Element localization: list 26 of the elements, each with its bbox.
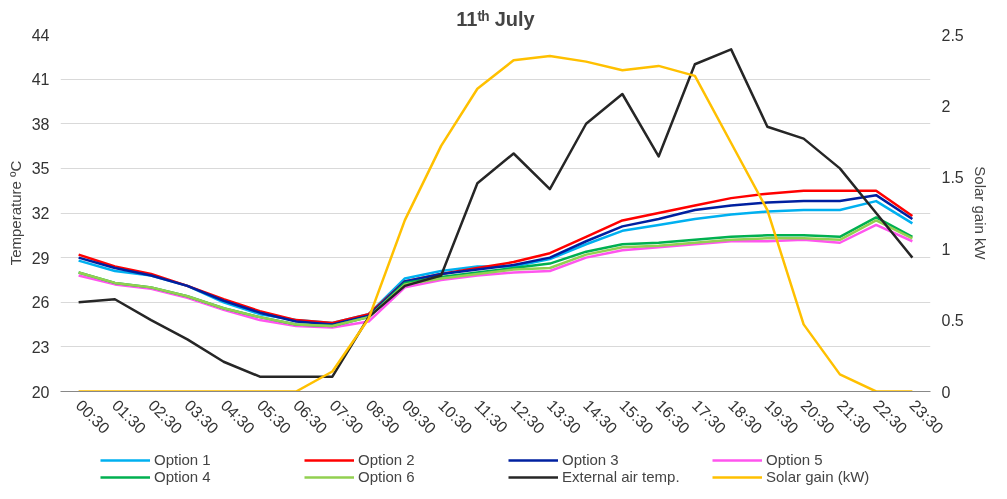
y-tick-label: 44 [31, 26, 50, 44]
y-tick-label: 23 [31, 338, 50, 356]
legend-label: Option 1 [154, 451, 212, 468]
y2-tick-label: 2.5 [941, 26, 964, 44]
y-tick-label: 35 [31, 160, 50, 178]
y-tick-label: 41 [31, 71, 50, 89]
y-tick-label: 20 [31, 383, 50, 401]
y2-tick-label: 0.5 [941, 312, 964, 330]
legend-label: Option 4 [154, 468, 212, 485]
y-axis-title: Temperature ºC [6, 160, 24, 266]
legend-label: Option 3 [562, 451, 620, 468]
legend-label: Option 5 [766, 451, 824, 468]
y2-tick-label: 1.5 [941, 169, 964, 187]
legend-label: External air temp. [562, 468, 681, 485]
y-tick-label: 38 [31, 115, 50, 133]
legend-label: Option 2 [358, 451, 416, 468]
y2-tick-label: 2 [941, 97, 951, 115]
y2-tick-label: 0 [941, 383, 951, 401]
legend-label: Option 6 [358, 468, 416, 485]
y-tick-label: 32 [31, 205, 50, 222]
y2-axis-title: Solar gain kW [971, 166, 989, 261]
y-tick-label: 29 [31, 249, 50, 267]
y-tick-label: 26 [31, 294, 50, 312]
chart-title: 11ᵗʰ July [456, 7, 536, 30]
y2-tick-label: 1 [941, 240, 951, 258]
legend-label: Solar gain (kW) [766, 468, 871, 485]
